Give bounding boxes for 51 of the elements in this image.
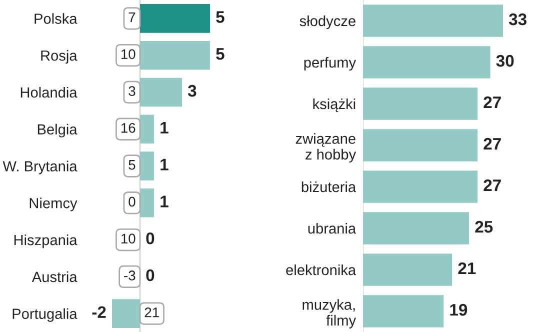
y-tick-label: związane z hobby	[296, 133, 356, 162]
y-tick-label: Hiszpania	[14, 234, 78, 248]
data-label: 27	[484, 96, 501, 108]
annotation: 0	[128, 196, 136, 207]
y-tick-label: W. Brytania	[2, 160, 78, 174]
data-label: 1	[160, 122, 168, 134]
annotation: 21	[144, 307, 159, 318]
data-label: 5	[216, 11, 224, 23]
y-tick-label: Rosja	[41, 50, 78, 64]
data-label: 21	[458, 262, 476, 274]
bar	[363, 4, 503, 37]
annotation: 5	[128, 160, 136, 170]
data-label: 19	[450, 304, 468, 316]
data-label: 30	[496, 54, 514, 67]
bar	[363, 295, 444, 328]
annotation: 7	[128, 12, 136, 22]
data-label: -2	[92, 306, 106, 318]
y-tick-label: Holandia	[20, 86, 78, 98]
y-tick-label: słodycze	[300, 15, 356, 30]
bar	[363, 254, 452, 286]
data-label: 27	[484, 138, 501, 150]
annotation: -3	[124, 270, 136, 280]
data-label: 1	[160, 158, 168, 170]
annotation: 16	[121, 123, 136, 133]
bar	[363, 212, 470, 244]
bar	[363, 129, 478, 162]
y-tick-label: perfumy	[304, 56, 356, 71]
y-tick-label: ubrania	[308, 222, 356, 234]
y-tick-label: książki	[313, 98, 356, 112]
annotation: 10	[121, 234, 136, 244]
data-label: 27	[484, 179, 501, 192]
y-tick-label: Belgia	[38, 124, 78, 138]
y-tick-label: Austria	[32, 271, 78, 282]
y-tick-label: Portugalia	[12, 308, 78, 322]
y-tick-label: Niemcy	[30, 198, 78, 212]
y-tick-label: Polska	[34, 13, 78, 24]
y-tick-label: elektronika	[286, 264, 356, 276]
bar	[363, 170, 478, 203]
data-label: 3	[188, 84, 196, 97]
annotation: 10	[121, 49, 136, 60]
bar	[363, 88, 478, 120]
data-label: 25	[475, 220, 493, 233]
data-label: 33	[508, 13, 526, 26]
data-label: 5	[216, 48, 224, 60]
y-tick-label: muzyka, filmy	[302, 299, 356, 328]
y-tick-label: biżuteria	[302, 181, 356, 192]
bar	[363, 46, 490, 78]
data-label: 1	[160, 196, 168, 208]
annotation: 3	[128, 86, 136, 96]
data-label: 0	[146, 232, 154, 244]
data-label: 0	[146, 269, 154, 282]
